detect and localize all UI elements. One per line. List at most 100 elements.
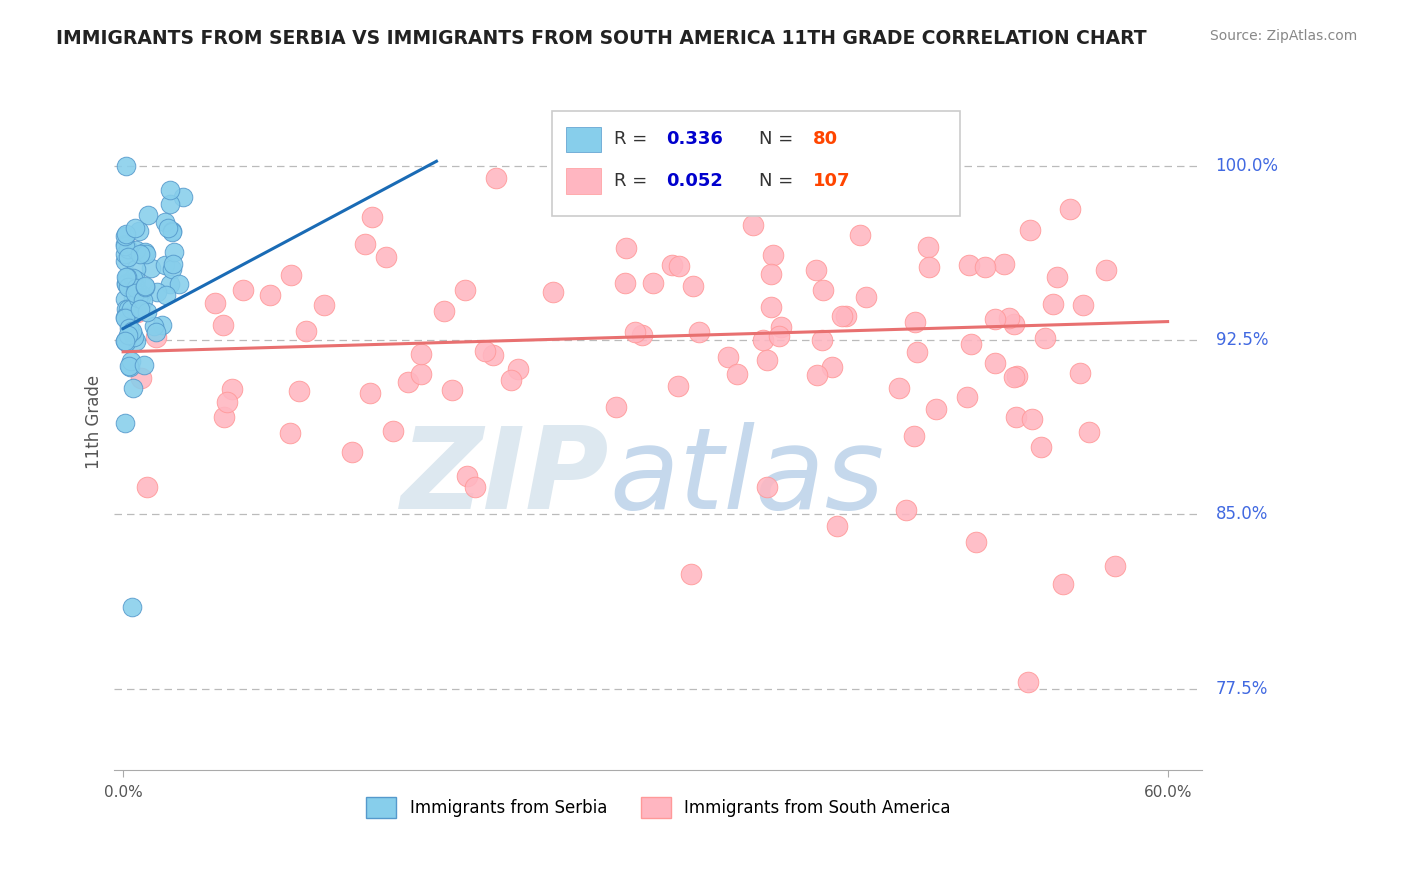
Text: R =: R = [614, 172, 652, 190]
Point [143, 319, 166, 334]
Point [825, 519, 848, 533]
Y-axis label: 11th Grade: 11th Grade [86, 375, 103, 468]
Point [160, 224, 183, 238]
Point [917, 260, 939, 275]
Bar [567, 169, 600, 194]
Point [1059, 202, 1081, 216]
Point [661, 258, 683, 272]
Point [295, 324, 318, 338]
Point [287, 384, 309, 398]
Point [259, 287, 281, 301]
Text: Source: ZipAtlas.com: Source: ZipAtlas.com [1209, 29, 1357, 43]
Point [114, 247, 136, 261]
Point [623, 326, 645, 340]
Point [124, 285, 146, 300]
Point [456, 468, 478, 483]
Point [752, 333, 775, 347]
Point [121, 600, 143, 615]
Point [1069, 366, 1091, 380]
Point [278, 426, 301, 441]
Point [153, 258, 176, 272]
Point [499, 373, 522, 387]
Point [121, 325, 143, 339]
Point [679, 566, 702, 581]
Point [1031, 440, 1053, 454]
Point [984, 312, 1007, 326]
Point [136, 208, 159, 222]
Point [1094, 263, 1116, 277]
Text: 85.0%: 85.0% [1216, 506, 1268, 524]
Point [117, 328, 139, 343]
Point [155, 288, 177, 302]
Point [125, 334, 148, 348]
Point [896, 502, 918, 516]
Text: IMMIGRANTS FROM SERBIA VS IMMIGRANTS FROM SOUTH AMERICA 11TH GRADE CORRELATION C: IMMIGRANTS FROM SERBIA VS IMMIGRANTS FRO… [56, 29, 1147, 47]
Point [159, 183, 181, 197]
Point [159, 197, 181, 211]
Point [117, 321, 139, 335]
Point [342, 444, 364, 458]
Point [887, 381, 910, 395]
Point [156, 221, 179, 235]
Point [114, 277, 136, 292]
Text: 92.5%: 92.5% [1216, 331, 1268, 349]
Point [454, 283, 477, 297]
Point [125, 280, 148, 294]
Point [120, 301, 142, 316]
Point [821, 359, 844, 374]
Point [117, 302, 139, 317]
Text: ZIP: ZIP [401, 422, 609, 533]
Point [668, 259, 690, 273]
Point [905, 345, 928, 359]
Point [118, 359, 141, 373]
Point [125, 273, 148, 287]
Point [172, 189, 194, 203]
Point [924, 401, 946, 416]
Point [114, 311, 136, 326]
Point [121, 324, 143, 338]
Point [756, 479, 779, 493]
Text: 0.336: 0.336 [666, 130, 723, 148]
Point [1046, 270, 1069, 285]
Point [381, 424, 404, 438]
Point [688, 325, 710, 339]
Point [744, 165, 766, 179]
Point [759, 301, 782, 315]
Point [204, 296, 226, 310]
Point [115, 269, 138, 284]
Point [359, 385, 381, 400]
Point [145, 326, 167, 340]
Point [232, 283, 254, 297]
Point [135, 247, 157, 261]
Point [998, 310, 1021, 325]
Point [482, 348, 505, 362]
Point [1004, 409, 1026, 424]
Point [1021, 412, 1043, 426]
Point [682, 279, 704, 293]
Point [115, 227, 138, 241]
Point [409, 347, 432, 361]
Point [959, 336, 981, 351]
Point [903, 429, 925, 443]
Point [124, 221, 146, 235]
Point [917, 240, 939, 254]
Point [605, 400, 627, 414]
Point [1071, 298, 1094, 312]
Point [280, 268, 302, 283]
Point [135, 305, 157, 319]
Point [160, 226, 183, 240]
Point [124, 262, 146, 277]
Point [474, 344, 496, 359]
Point [122, 330, 145, 344]
Point [541, 285, 564, 299]
Text: atlas: atlas [609, 422, 884, 533]
Point [965, 535, 987, 549]
Point [354, 237, 377, 252]
Point [630, 328, 652, 343]
Point [132, 358, 155, 372]
Point [129, 285, 152, 300]
Point [464, 480, 486, 494]
Point [1002, 369, 1025, 384]
Point [115, 334, 138, 349]
Point [134, 279, 156, 293]
